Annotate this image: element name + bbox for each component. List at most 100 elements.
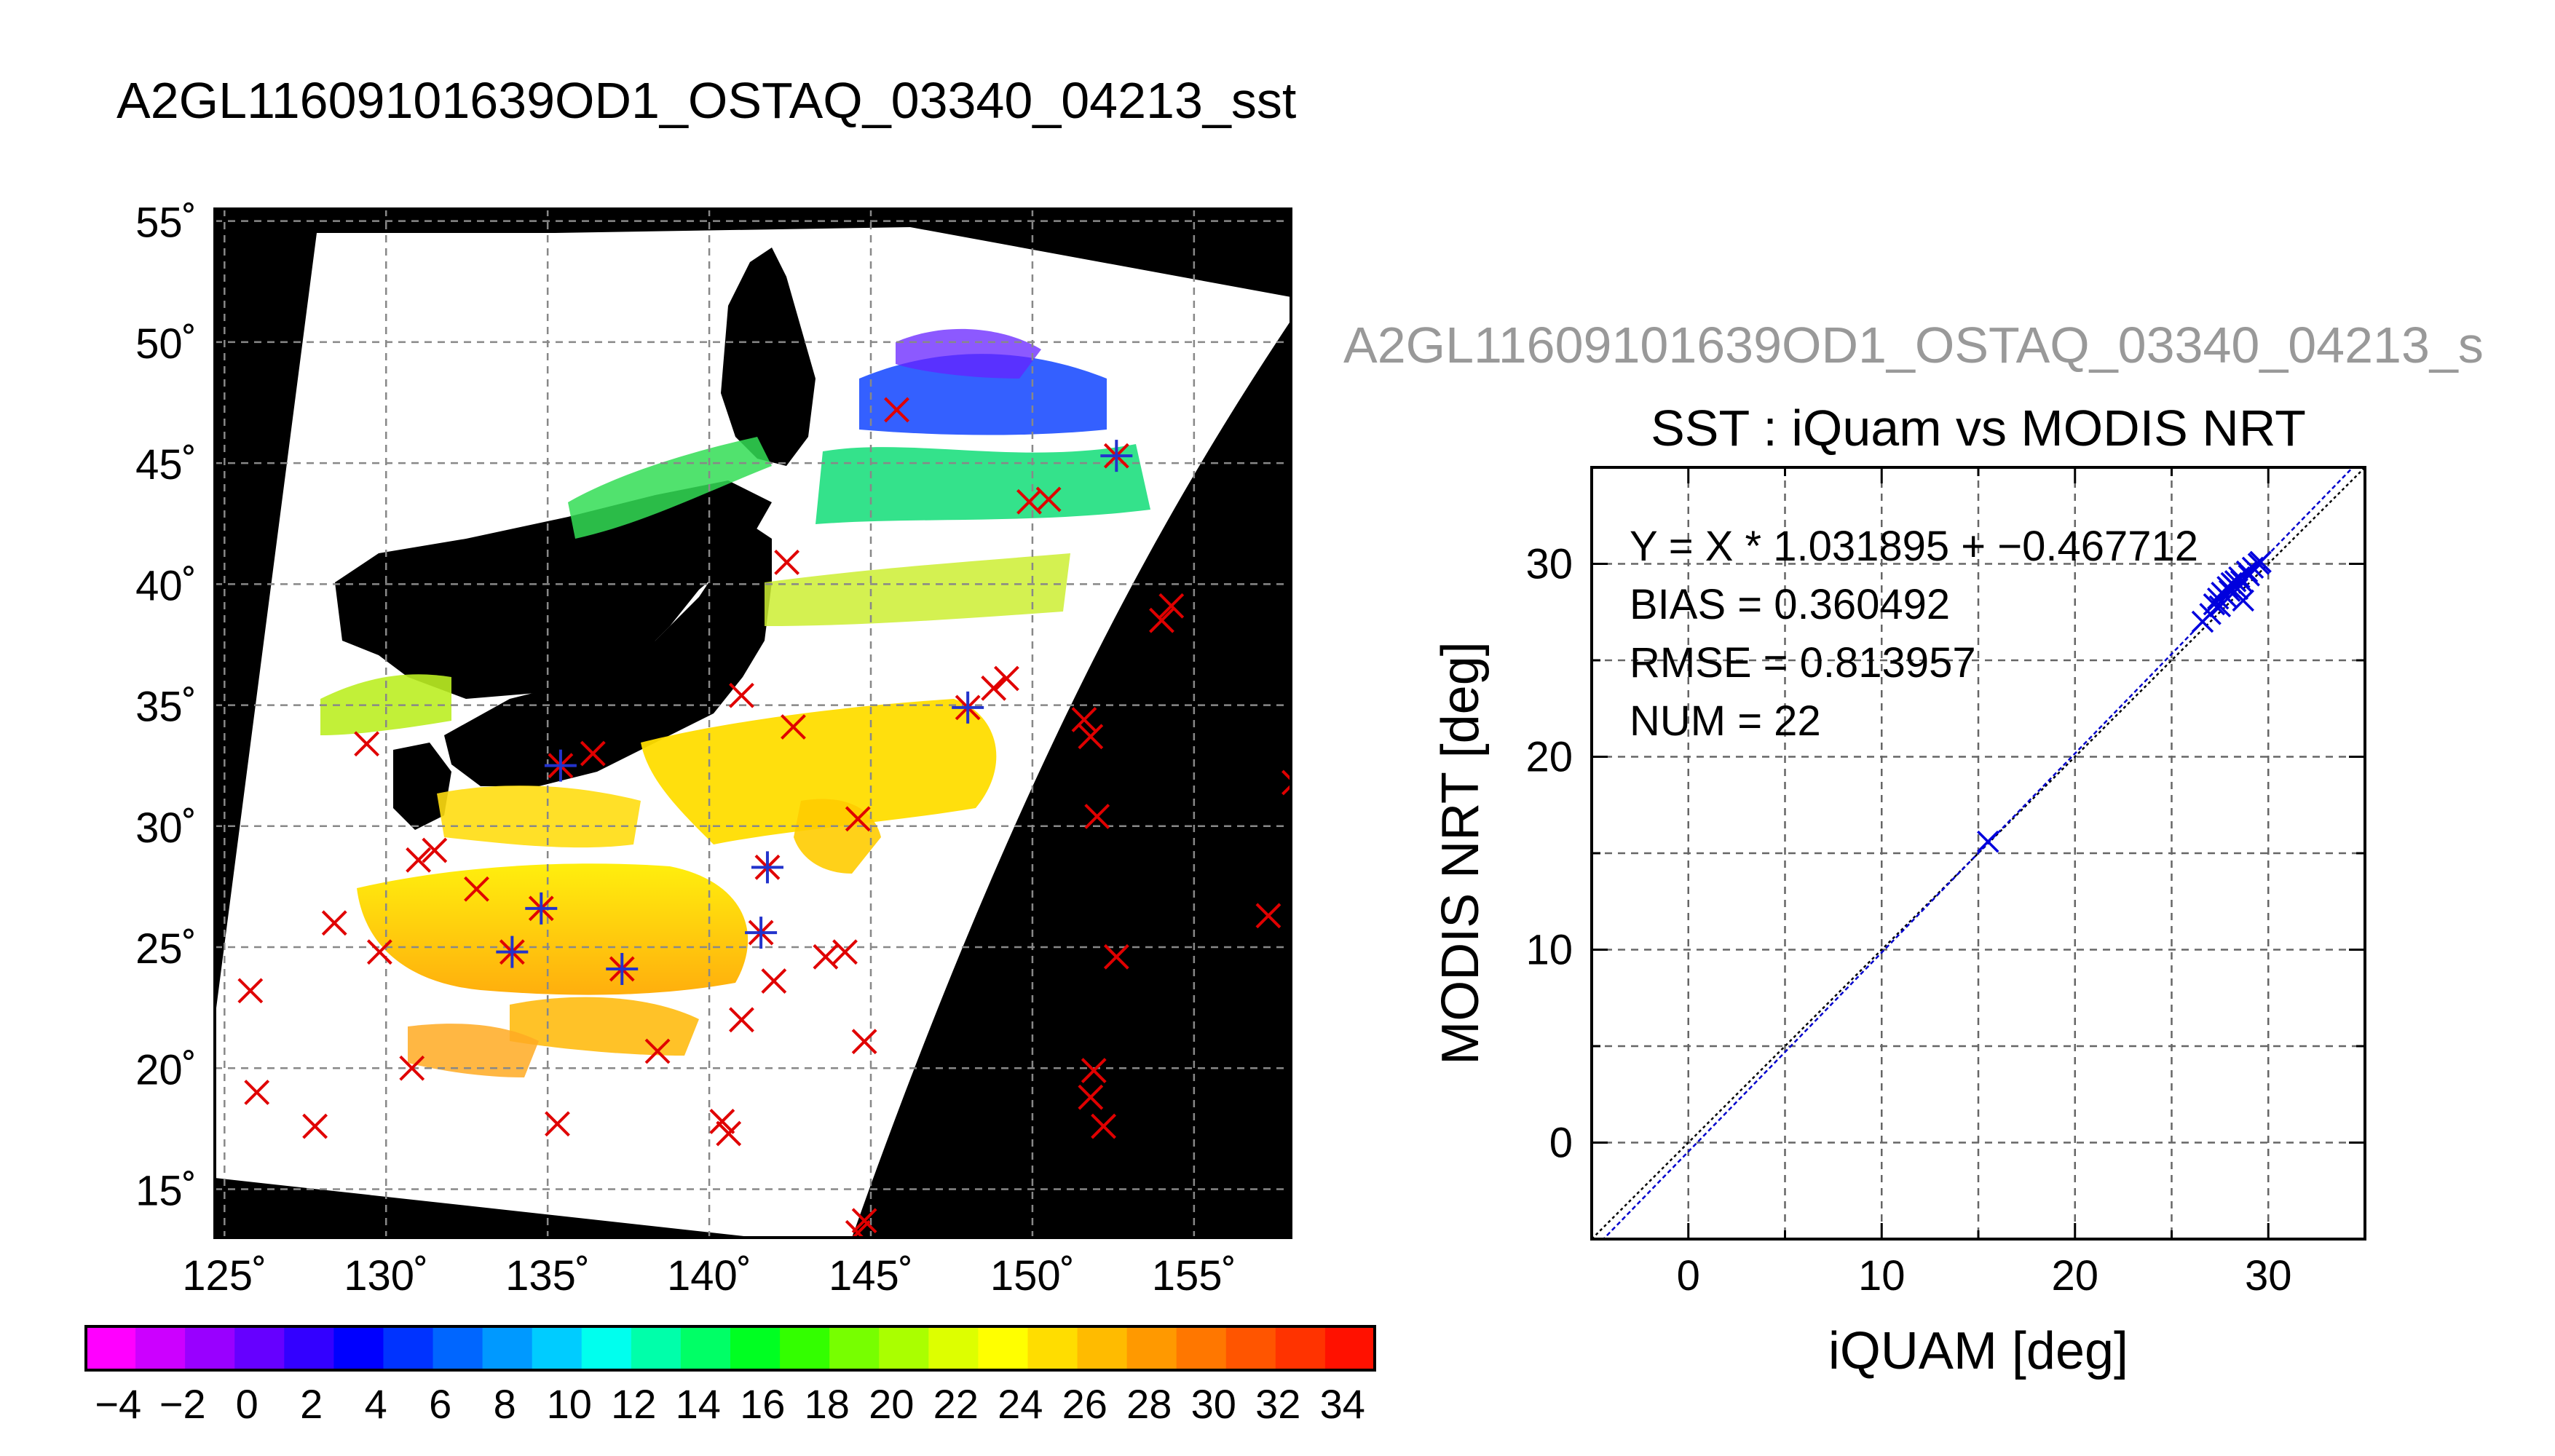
sst-patches bbox=[320, 328, 1150, 1077]
colorbar-label: 32 bbox=[1255, 1381, 1300, 1427]
map-lon-labels: 125˚ 130˚ 135˚ 140˚ 145˚ 150˚ 155˚ bbox=[182, 1252, 1236, 1299]
observation-marker bbox=[1158, 593, 1185, 619]
scatter-plot: 0 10 20 30 0 10 20 30 Y = X * 1.031895 + −0.467… bbox=[1431, 466, 2366, 1380]
observation-marker bbox=[1078, 1084, 1104, 1110]
colorbar-swatch bbox=[780, 1326, 830, 1370]
observation-marker bbox=[525, 892, 558, 925]
observation-marker bbox=[1091, 1113, 1116, 1139]
observation-marker bbox=[1149, 607, 1174, 633]
observation-marker bbox=[716, 1120, 742, 1147]
x-tick-label: 0 bbox=[1677, 1252, 1700, 1299]
colorbar-swatch bbox=[631, 1326, 682, 1370]
observation-marker bbox=[761, 968, 787, 994]
scatter-subtitle: A2GL11609101639OD1_OSTAQ_03340_04213_s bbox=[1343, 317, 2484, 373]
observation-marker bbox=[464, 876, 489, 902]
lat-tick-label: 45˚ bbox=[135, 441, 197, 488]
x-tick-label: 20 bbox=[2051, 1252, 2098, 1299]
observation-marker bbox=[606, 952, 639, 985]
scatter-ticks: 0 10 20 30 0 10 20 30 bbox=[1525, 467, 2365, 1299]
colorbar-frame bbox=[84, 1325, 1376, 1372]
observation-marker bbox=[406, 847, 432, 873]
colorbar-label: 18 bbox=[805, 1381, 850, 1427]
colorbar-label: −2 bbox=[159, 1381, 206, 1427]
colorbar-label: 34 bbox=[1320, 1381, 1365, 1427]
colorbar-swatch bbox=[928, 1326, 979, 1370]
colorbar-swatch bbox=[1275, 1326, 1326, 1370]
colorbar-swatch bbox=[1324, 1326, 1375, 1370]
observation-marker bbox=[845, 806, 871, 832]
colorbar-swatch bbox=[581, 1326, 632, 1370]
map-grid bbox=[215, 209, 1291, 1238]
colorbar-swatch bbox=[433, 1326, 483, 1370]
observation-marker bbox=[496, 935, 529, 968]
colorbar-label: 10 bbox=[547, 1381, 592, 1427]
sst-map: 55˚ 50˚ 45˚ 40˚ 35˚ 30˚ 25˚ 20˚ 15˚ 125˚ 130˚ 135˚… bbox=[135, 199, 1292, 1299]
observation-marker bbox=[952, 691, 984, 724]
scatter-point bbox=[2218, 579, 2241, 602]
map-lat-labels: 55˚ 50˚ 45˚ 40˚ 35˚ 30˚ 25˚ 20˚ 15˚ bbox=[135, 199, 197, 1215]
colorbar-swatch bbox=[532, 1326, 583, 1370]
stat-rmse: RMSE = 0.813957 bbox=[1630, 639, 1976, 687]
colorbar-label: 30 bbox=[1191, 1381, 1236, 1427]
colorbar-swatch bbox=[978, 1326, 1028, 1370]
colorbar-label: 20 bbox=[869, 1381, 914, 1427]
observation-marker bbox=[399, 1055, 425, 1081]
lon-tick-label: 155˚ bbox=[1152, 1252, 1236, 1299]
lon-tick-label: 125˚ bbox=[182, 1252, 266, 1299]
observation-marker bbox=[851, 1208, 877, 1234]
y-tick-label: 0 bbox=[1549, 1120, 1573, 1167]
colorbar-swatch bbox=[482, 1326, 533, 1370]
colorbar-swatch bbox=[234, 1326, 285, 1370]
colorbar-swatch bbox=[730, 1326, 781, 1370]
colorbar-label: 22 bbox=[933, 1381, 979, 1427]
colorbar-label: −4 bbox=[95, 1381, 141, 1427]
observation-marker bbox=[994, 665, 1019, 692]
observation-marker bbox=[751, 851, 783, 884]
observation-marker bbox=[1282, 769, 1291, 796]
observation-marker bbox=[1078, 724, 1104, 750]
colorbar-label: 14 bbox=[676, 1381, 721, 1427]
observation-marker bbox=[729, 682, 754, 708]
observation-marker bbox=[774, 549, 800, 575]
observation-marker bbox=[545, 1111, 570, 1137]
observation-marker bbox=[580, 740, 606, 767]
x-tick-label: 30 bbox=[2245, 1252, 2292, 1299]
stat-bias: BIAS = 0.360492 bbox=[1630, 581, 1950, 628]
scatter-point bbox=[2206, 587, 2230, 610]
observation-marker bbox=[709, 1108, 735, 1134]
scatter-point bbox=[2249, 550, 2272, 574]
lat-tick-label: 35˚ bbox=[135, 684, 197, 731]
scatter-point bbox=[2208, 595, 2232, 618]
scatter-point bbox=[1977, 830, 1999, 853]
colorbar-label: 28 bbox=[1126, 1381, 1172, 1427]
observation-marker bbox=[1035, 486, 1062, 513]
observation-marker bbox=[1100, 440, 1133, 472]
colorbar-swatch bbox=[1077, 1326, 1128, 1370]
lon-tick-label: 135˚ bbox=[505, 1252, 590, 1299]
colorbar-swatches bbox=[86, 1326, 1375, 1370]
colorbar-swatch bbox=[383, 1326, 434, 1370]
observation-marker bbox=[781, 714, 806, 740]
colorbar: −4 −2 0 2 4 6 8 10 12 14 16 18 20 22 24 26 28 30 32 34 bbox=[84, 1325, 1376, 1427]
colorbar-swatch bbox=[1126, 1326, 1177, 1370]
lat-tick-label: 40˚ bbox=[135, 562, 197, 609]
observation-marker bbox=[845, 1219, 871, 1238]
lon-tick-label: 130˚ bbox=[344, 1252, 428, 1299]
colorbar-label: 6 bbox=[429, 1381, 451, 1427]
y-axis-label: MODIS NRT [deg] bbox=[1431, 641, 1490, 1065]
observation-marker bbox=[851, 1029, 877, 1055]
colorbar-swatch bbox=[333, 1326, 384, 1370]
observation-marker bbox=[544, 749, 577, 782]
colorbar-label: 24 bbox=[998, 1381, 1043, 1427]
lon-tick-label: 140˚ bbox=[667, 1252, 751, 1299]
lat-tick-label: 20˚ bbox=[135, 1046, 197, 1093]
colorbar-swatch bbox=[680, 1326, 731, 1370]
observation-marker bbox=[644, 1038, 671, 1064]
scatter-point bbox=[2203, 593, 2226, 616]
observation-marker bbox=[366, 939, 392, 965]
x-axis-label: iQUAM [deg] bbox=[1828, 1322, 2128, 1380]
colorbar-swatch bbox=[1225, 1326, 1276, 1370]
colorbar-label: 12 bbox=[611, 1381, 656, 1427]
colorbar-label: 8 bbox=[494, 1381, 516, 1427]
observation-marker bbox=[237, 978, 264, 1004]
